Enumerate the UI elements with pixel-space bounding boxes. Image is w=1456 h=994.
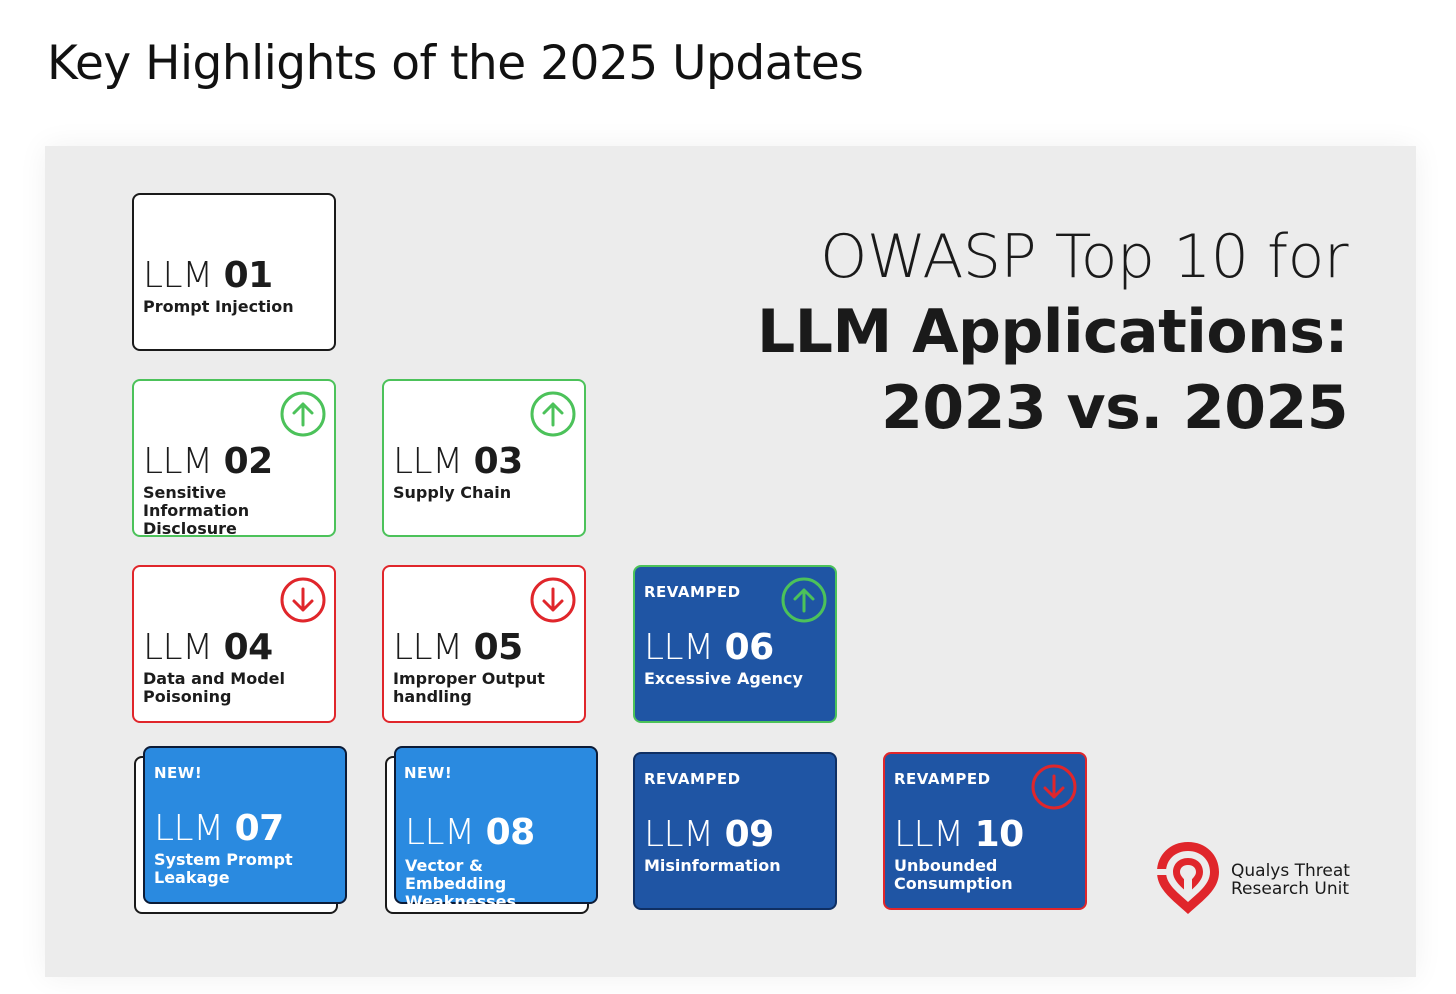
arrow-up-icon [280, 391, 326, 437]
card-description: Sensitive Information Disclosure [143, 483, 250, 538]
qualys-shield-icon [1157, 842, 1219, 914]
revamped-tag: REVAMPED [894, 770, 991, 788]
card-llm08: NEW! LLM 08 Vector & Embedding Weaknesse… [394, 746, 598, 911]
title-line-3: 2023 vs. 2025 [881, 373, 1348, 443]
card-description: Supply Chain [393, 483, 512, 502]
card-llm09: REVAMPED LLM 09 Misinformation [633, 752, 837, 910]
card-description: Excessive Agency [644, 669, 803, 688]
card-label: LLM 10 [894, 814, 1024, 855]
new-tag: NEW! [404, 764, 453, 782]
card-label: LLM 09 [644, 814, 774, 855]
arrow-up-icon [530, 391, 576, 437]
new-tag: NEW! [154, 764, 203, 782]
logo-line-2: Research Unit [1231, 879, 1349, 899]
card-label: LLM 04 [143, 627, 273, 668]
arrow-down-icon [530, 577, 576, 623]
card-description: Misinformation [644, 856, 781, 875]
card-label: LLM 03 [393, 441, 523, 482]
card-llm03: LLM 03 Supply Chain [382, 379, 586, 537]
card-label: LLM 02 [143, 441, 273, 482]
card-description: Improper Output handling [393, 669, 545, 706]
card-llm01: LLM 01 Prompt Injection [132, 193, 336, 351]
card-description: Data and Model Poisoning [143, 669, 286, 706]
arrow-down-icon [1031, 764, 1077, 810]
card-description: System Prompt Leakage [154, 850, 293, 887]
card-label: LLM 07 [154, 808, 284, 849]
revamped-tag: REVAMPED [644, 583, 741, 601]
card-llm05: LLM 05 Improper Output handling [382, 565, 586, 723]
infographic-panel: OWASP Top 10 for LLM Applications: 2023 … [45, 146, 1416, 977]
title-line-2: LLM Applications: [757, 297, 1348, 367]
card-label: LLM 08 [405, 812, 535, 853]
card-description: Vector & Embedding Weaknesses [405, 856, 517, 911]
card-description: Unbounded Consumption [894, 856, 1013, 893]
card-description: Prompt Injection [143, 297, 294, 316]
card-llm07: NEW! LLM 07 System Prompt Leakage [143, 746, 347, 904]
logo-text: Qualys Threat Research Unit [1231, 862, 1350, 898]
card-label: LLM 01 [143, 255, 273, 296]
arrow-down-icon [280, 577, 326, 623]
arrow-up-icon [781, 577, 827, 623]
card-llm04: LLM 04 Data and Model Poisoning [132, 565, 336, 723]
card-label: LLM 05 [393, 627, 523, 668]
card-label: LLM 06 [644, 627, 774, 668]
qualys-logo: Qualys Threat Research Unit [1153, 838, 1353, 918]
revamped-tag: REVAMPED [644, 770, 741, 788]
logo-line-1: Qualys Threat [1231, 861, 1350, 881]
title-line-1: OWASP Top 10 for [820, 222, 1348, 292]
infographic-title: OWASP Top 10 for LLM Applications: 2023 … [757, 220, 1348, 446]
card-llm06: REVAMPED LLM 06 Excessive Agency [633, 565, 837, 723]
card-llm10: REVAMPED LLM 10 Unbounded Consumption [883, 752, 1087, 910]
page-heading: Key Highlights of the 2025 Updates [47, 36, 864, 91]
card-llm02: LLM 02 Sensitive Information Disclosure [132, 379, 336, 538]
